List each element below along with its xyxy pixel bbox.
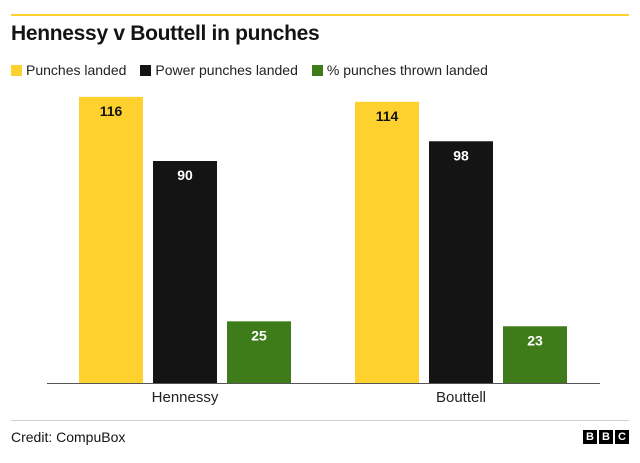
bar-hennessy-punches-landed — [79, 96, 143, 383]
bbc-logo: B B C — [581, 430, 629, 444]
legend-item-punches-landed: Punches landed — [11, 62, 126, 78]
bar-bouttell-power-punches-landed — [429, 141, 493, 383]
bar-value-label-hennessy-power-punches-landed: 90 — [177, 167, 193, 183]
bar-bouttell-punches-landed — [355, 101, 419, 384]
top-accent-rule — [11, 14, 629, 16]
bar-value-label-hennessy-punches-landed: 116 — [100, 103, 123, 119]
legend-item-power-punches-landed: Power punches landed — [140, 62, 298, 78]
legend-swatch-power-punches-landed — [140, 64, 152, 76]
bar-hennessy-power-punches-landed — [153, 161, 217, 383]
category-label-bouttell: Bouttell — [436, 389, 486, 406]
bbc-logo-block-2: B — [599, 430, 613, 444]
bbc-logo-block-1: B — [583, 430, 597, 444]
bar-hennessy-percent-punches-thrown-landed — [227, 321, 291, 383]
bar-value-label-bouttell-percent-punches-thrown-landed: 23 — [527, 332, 543, 348]
legend-label-punches-landed: Punches landed — [26, 62, 127, 78]
legend-swatch-percent-punches-thrown-landed — [311, 64, 323, 76]
category-label-hennessy: Hennessy — [152, 389, 219, 406]
legend-label-power-punches-landed: Power punches landed — [155, 62, 298, 78]
legend: Punches landed Power punches landed % pu… — [11, 62, 502, 78]
footer-divider — [11, 420, 629, 421]
legend-label-percent-punches-thrown-landed: % punches thrown landed — [326, 62, 488, 78]
legend-item-percent-punches-thrown-landed: % punches thrown landed — [311, 62, 488, 78]
chart-title: Hennessy v Bouttell in punches — [11, 22, 320, 45]
bar-value-label-bouttell-power-punches-landed: 98 — [453, 147, 469, 163]
legend-swatch-punches-landed — [11, 64, 22, 76]
bar-value-label-hennessy-percent-punches-thrown-landed: 25 — [251, 327, 267, 343]
bar-value-label-bouttell-punches-landed: 114 — [376, 108, 399, 124]
bar-bouttell-percent-punches-thrown-landed — [503, 326, 567, 383]
credit-text: Credit: CompuBox — [11, 429, 126, 445]
bbc-logo-block-3: C — [615, 430, 629, 444]
